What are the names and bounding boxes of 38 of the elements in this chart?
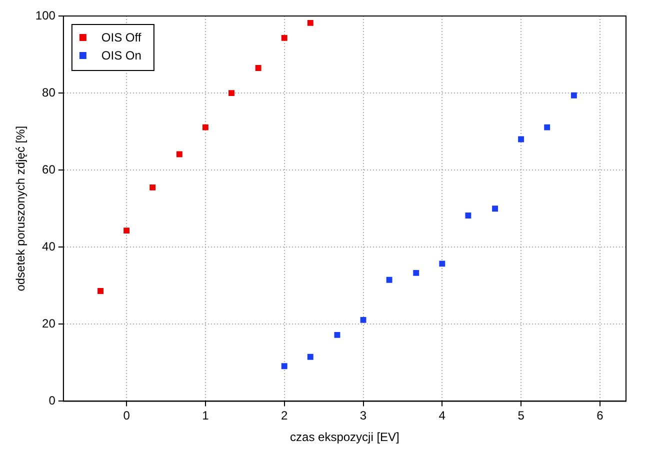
x-tick-label: 5 [518, 408, 525, 423]
point [307, 354, 314, 360]
y-tick-label: 80 [42, 85, 56, 100]
point [98, 288, 104, 294]
y-tick-label: 100 [35, 8, 56, 22]
point [307, 20, 314, 26]
y-tick-label: 0 [48, 394, 56, 408]
point [228, 90, 234, 96]
point [413, 270, 420, 276]
y-axis-title: odsetek poruszonych zdjęć [%] [14, 126, 28, 292]
x-axis-title: czas ekspozycji [EV] [290, 430, 400, 444]
point [465, 212, 472, 219]
point [255, 65, 262, 71]
point [360, 316, 366, 323]
point [518, 136, 524, 142]
legend-label: OIS Off [101, 30, 142, 44]
point [386, 276, 392, 283]
y-tick-label: 40 [42, 239, 56, 254]
point [124, 228, 130, 234]
point [281, 34, 288, 41]
point [492, 206, 498, 212]
point [281, 363, 288, 370]
x-tick-label: 4 [438, 408, 446, 423]
point [439, 260, 446, 267]
x-tick-label: 6 [596, 408, 604, 423]
x-tick-label: 0 [123, 408, 130, 423]
y-tick-label: 20 [42, 316, 56, 330]
x-tick-label: 3 [360, 408, 367, 423]
point [570, 92, 577, 98]
point [150, 184, 156, 190]
x-tick-label: 1 [202, 408, 210, 423]
point [176, 151, 182, 158]
x-tick-label: 2 [281, 408, 288, 423]
point [544, 124, 550, 130]
legend-label: OIS On [101, 48, 142, 62]
point [334, 332, 340, 338]
point [202, 124, 208, 130]
y-tick-label: 60 [42, 162, 56, 176]
